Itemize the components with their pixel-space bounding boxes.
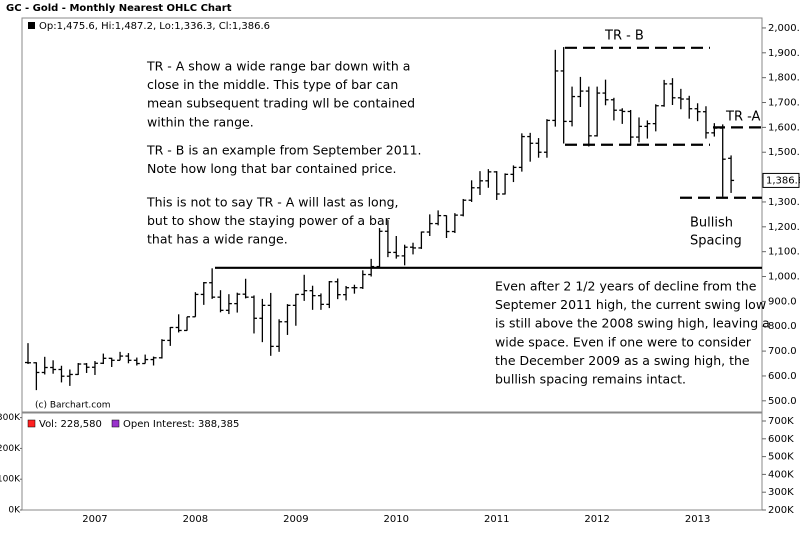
- y-tick-label: 1,300.0: [768, 197, 800, 208]
- y-tick-label: 0K: [8, 506, 21, 516]
- credit: (c) Barchart.com: [35, 401, 111, 411]
- y-tick-label: 2,000.0: [768, 23, 800, 34]
- annotation-text: but to show the staying power of a bar: [147, 213, 391, 228]
- y2-tick-label: 500K: [768, 452, 794, 463]
- annotation-label: TR -A: [725, 110, 761, 125]
- x-tick-label: 2010: [384, 514, 409, 525]
- annotation-text: TR - B is an example from September 2011…: [146, 143, 422, 158]
- y-tick-label: 800.0: [768, 321, 797, 332]
- y-tick-label: 600.0: [768, 371, 797, 382]
- x-tick-label: 2009: [283, 514, 308, 525]
- x-tick-label: 2007: [82, 514, 107, 525]
- y2-tick-label: 600K: [768, 434, 794, 445]
- y-tick-label: 300K: [0, 413, 21, 423]
- last-price-label: 1,386.6: [766, 175, 800, 186]
- annotation-text: bullish spacing remains intact.: [495, 372, 686, 387]
- x-tick-label: 2011: [484, 514, 509, 525]
- annotation-text: the December 2009 as a swing high, the: [495, 353, 750, 368]
- chart-title: GC - Gold - Monthly Nearest OHLC Chart: [6, 3, 232, 14]
- y-tick-label: 1,600.0: [768, 122, 800, 133]
- y-tick-label: 1,500.0: [768, 147, 800, 158]
- price-panel: [21, 17, 763, 413]
- annotation-label: Spacing: [690, 234, 742, 249]
- annotation-text: mean subsequent trading wll be contained: [147, 96, 415, 111]
- annotation-text: TR - A show a wide range bar down with a: [146, 59, 410, 74]
- y-tick-label: 1,800.0: [768, 73, 800, 84]
- y2-tick-label: 700K: [768, 416, 794, 427]
- y-tick-label: 1,200.0: [768, 222, 800, 233]
- annotation-label: Bullish: [690, 216, 733, 231]
- y-tick-label: 1,000.0: [768, 272, 800, 283]
- last-price-box: [762, 172, 800, 188]
- annotation-text: wide space. Even if one were to consider: [495, 334, 752, 349]
- y2-tick-label: 200K: [768, 505, 794, 516]
- annotation-text: is still above the 2008 swing high, leav…: [495, 316, 770, 331]
- annotation-text: Septemer 2011 high, the current swing lo…: [495, 297, 766, 312]
- ohlc-header: Op:1,475.6, Hi:1,487.2, Lo:1,336.3, Cl:1…: [39, 21, 270, 32]
- y-tick-label: 500.0: [768, 396, 797, 407]
- y-tick-label: 200K: [0, 444, 21, 454]
- ohlc-legend-swatch: [28, 22, 35, 29]
- y-tick-label: 1,900.0: [768, 48, 800, 59]
- volume-panel: [21, 412, 763, 511]
- legend-swatch: [27, 419, 36, 428]
- x-tick-label: 2012: [584, 514, 609, 525]
- annotation-text: Note how long that bar contained price.: [147, 161, 396, 176]
- y-tick-label: 1,700.0: [768, 98, 800, 109]
- annotation-label: TR - B: [604, 29, 644, 44]
- y2-tick-label: 300K: [768, 487, 794, 498]
- y-tick-label: 900.0: [768, 296, 797, 307]
- legend-swatch: [111, 419, 120, 428]
- y-tick-label: 100K: [0, 475, 21, 485]
- annotation-text: close in the middle. This type of bar ca…: [147, 77, 398, 92]
- legend-label: Vol: 228,580: [39, 419, 102, 430]
- annotation-text: This is not to say TR - A will last as l…: [146, 195, 399, 210]
- annotation-text: Even after 2 1/2 years of decline from t…: [495, 279, 757, 294]
- y-tick-label: 1,100.0: [768, 247, 800, 258]
- y2-tick-label: 400K: [768, 469, 794, 480]
- annotation-text: within the range.: [147, 114, 254, 129]
- annotation-text: that has a wide range.: [147, 232, 288, 247]
- x-tick-label: 2013: [685, 514, 710, 525]
- x-tick-label: 2008: [183, 514, 208, 525]
- y-tick-label: 700.0: [768, 346, 797, 357]
- legend-label: Open Interest: 388,385: [123, 419, 239, 430]
